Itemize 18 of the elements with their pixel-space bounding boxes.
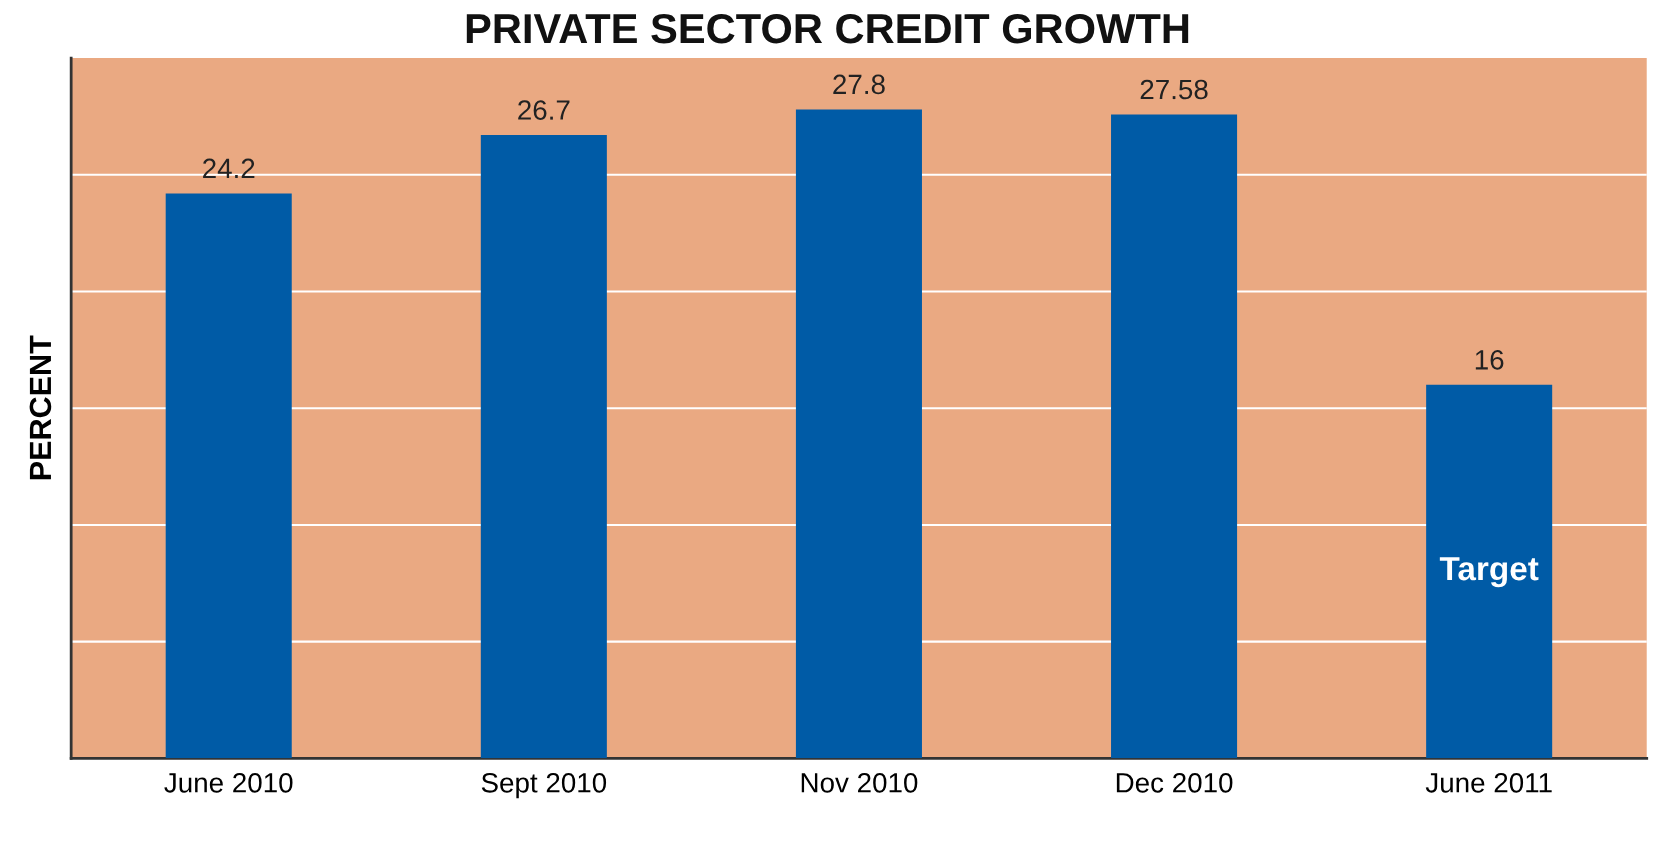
chart-title: PRIVATE SECTOR CREDIT GROWTH <box>466 13 1189 44</box>
bar <box>165 193 292 759</box>
bar <box>480 135 607 759</box>
data-label: 26.7 <box>518 100 570 120</box>
data-label: 27.8 <box>833 74 885 95</box>
x-tick-label: Nov 2010 <box>801 772 918 793</box>
data-label: 27.58 <box>1140 79 1208 100</box>
annotation: Target <box>1439 557 1539 588</box>
data-label: 16 <box>1475 349 1504 370</box>
bar <box>1111 114 1238 759</box>
x-tick-label: June 2011 <box>1425 772 1552 793</box>
y-axis-title: PERCENT <box>29 335 52 480</box>
bar <box>795 109 922 759</box>
x-tick-label: June 2010 <box>164 772 293 793</box>
data-label: 24.2 <box>203 158 255 178</box>
bar <box>1426 384 1553 759</box>
x-tick-label: Sept 2010 <box>481 772 607 799</box>
x-tick-label: Dec 2010 <box>1116 772 1233 793</box>
